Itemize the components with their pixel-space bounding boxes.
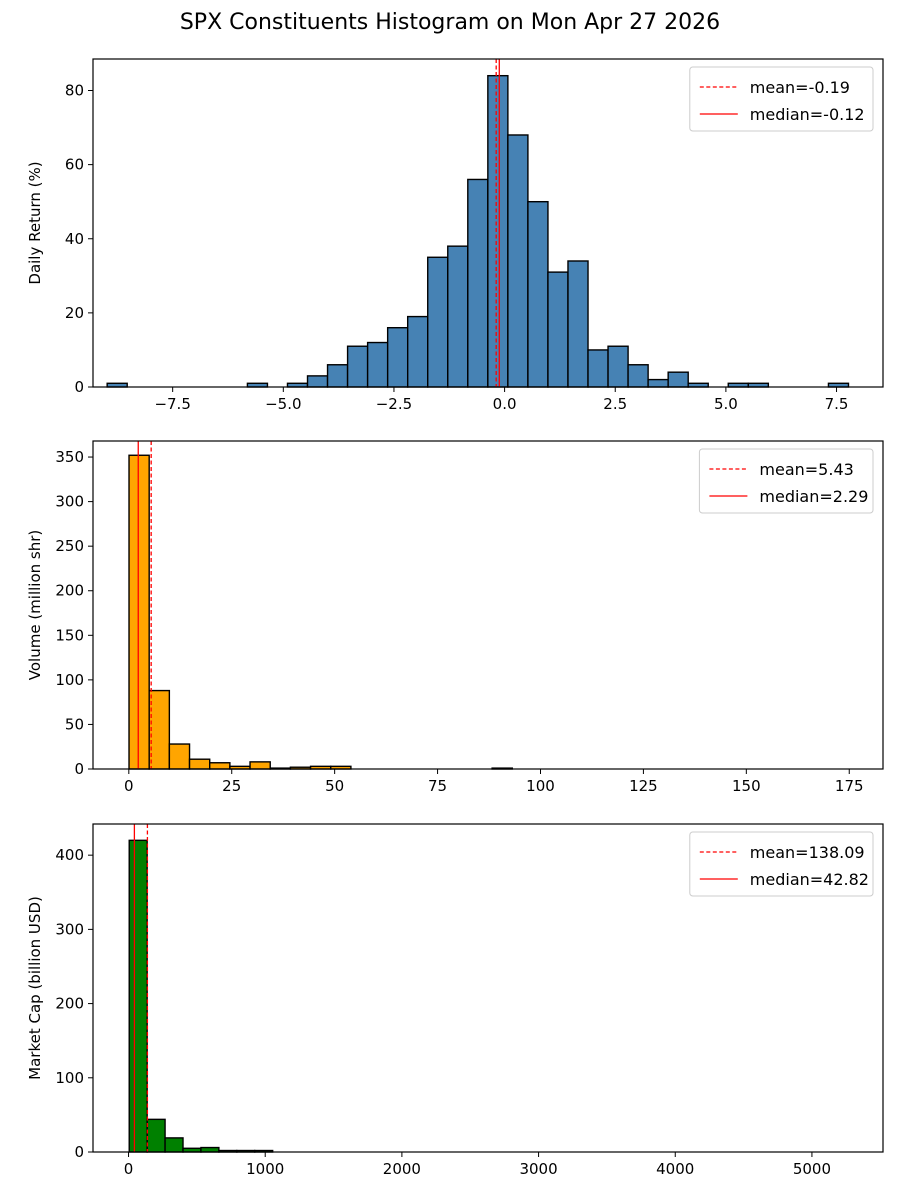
histogram-bar [527,200,549,388]
x-tick-label: 0 [124,1160,134,1178]
histogram-bar [467,178,489,388]
x-tick-label: 1000 [246,1160,284,1178]
y-tick-label: 100 [55,1069,84,1087]
plot-frame [92,440,884,770]
histogram-bar [386,327,409,388]
y-tick-label: 100 [55,671,84,689]
histogram-bar [587,349,609,388]
x-tick-label: 150 [732,777,761,795]
y-tick-label: 0 [74,760,84,778]
y-tick-label: 0 [74,1143,84,1161]
histogram-bar [647,378,669,388]
legend-label: mean=5.43 [759,460,853,479]
x-tick-label: 75 [428,777,447,795]
subplot-1: −7.5 −5.0 −2.5 0.0 2.5 5.0 7.5 0 20 40 60 80 Daily R… [26,58,884,413]
y-tick-label: 20 [65,304,84,322]
y-tick-label: 150 [55,626,84,644]
subplot-3: 0 1000 2000 3000 4000 5000 0 100 200 300 400 Market… [26,823,884,1178]
x-tick-label: 100 [526,777,555,795]
y-axis-label: Market Cap (billion USD) [26,896,44,1080]
plot-frame [92,823,884,1153]
x-tick-label: 0.0 [493,395,517,413]
x-tick-label: 2.5 [603,395,627,413]
histogram-bar [567,260,589,388]
histogram-bar [487,74,509,388]
histogram-bar [667,371,689,388]
y-tick-label: 80 [65,82,84,100]
plot-frame [92,58,884,388]
x-tick-label: 2000 [383,1160,421,1178]
x-tick-label: −2.5 [376,395,412,413]
x-tick-label: 4000 [656,1160,694,1178]
subplot-2: 0 25 50 75 100 125 150 175 0 50 100 150 200 250 300 350… [26,440,884,795]
y-tick-label: 200 [55,995,84,1013]
legend-label: mean=-0.19 [750,78,850,97]
histogram-bar [507,134,529,388]
legend-label: median=42.82 [750,870,869,889]
x-tick-label: 25 [222,777,241,795]
histogram-bar [168,743,191,770]
y-tick-label: 300 [55,493,84,511]
legend-label: median=-0.12 [750,105,865,124]
histogram-bar [326,364,349,388]
y-tick-label: 0 [74,378,84,396]
legend-box [689,66,874,132]
histogram-bar [447,245,469,388]
x-tick-label: 50 [325,777,344,795]
x-tick-label: 125 [629,777,658,795]
x-tick-label: −7.5 [154,395,190,413]
y-tick-label: 400 [55,846,84,864]
histogram-bar [366,341,389,388]
figure-title: SPX Constituents Histogram on Mon Apr 27… [179,10,721,35]
histogram-bar [406,315,429,388]
y-tick-label: 50 [65,715,84,733]
histogram-bar [427,256,449,388]
histogram-bar [146,1118,166,1153]
histogram-bar [128,454,150,770]
x-tick-label: 0 [124,777,134,795]
histogram-bar [607,345,629,388]
histogram-bar [164,1137,184,1153]
x-tick-label: 5.0 [714,395,738,413]
legend-box [698,448,874,514]
y-tick-label: 200 [55,582,84,600]
y-axis-label: Daily Return (%) [26,161,44,284]
x-tick-label: 175 [835,777,864,795]
histogram-bar [209,762,231,770]
histogram-bar [547,271,569,388]
x-tick-label: 7.5 [825,395,849,413]
y-tick-label: 300 [55,920,84,938]
x-tick-label: −5.0 [265,395,301,413]
histogram-bar [346,345,369,388]
histogram-bar [200,1146,220,1153]
y-tick-label: 350 [55,448,84,466]
legend-box [689,831,874,897]
x-tick-label: 5000 [793,1160,831,1178]
y-tick-label: 60 [65,156,84,174]
legend-label: mean=138.09 [750,843,865,862]
x-tick-label: 3000 [519,1160,557,1178]
y-axis-label: Volume (million shr) [26,530,44,680]
histogram-bar [148,689,171,770]
y-tick-label: 40 [65,230,84,248]
histogram-bar [627,364,649,388]
y-tick-label: 250 [55,537,84,555]
histogram-bar [249,761,271,770]
legend-label: median=2.29 [759,487,868,506]
histogram-bar [128,839,148,1153]
histogram-bar [188,758,211,770]
histogram-bar [306,375,329,388]
